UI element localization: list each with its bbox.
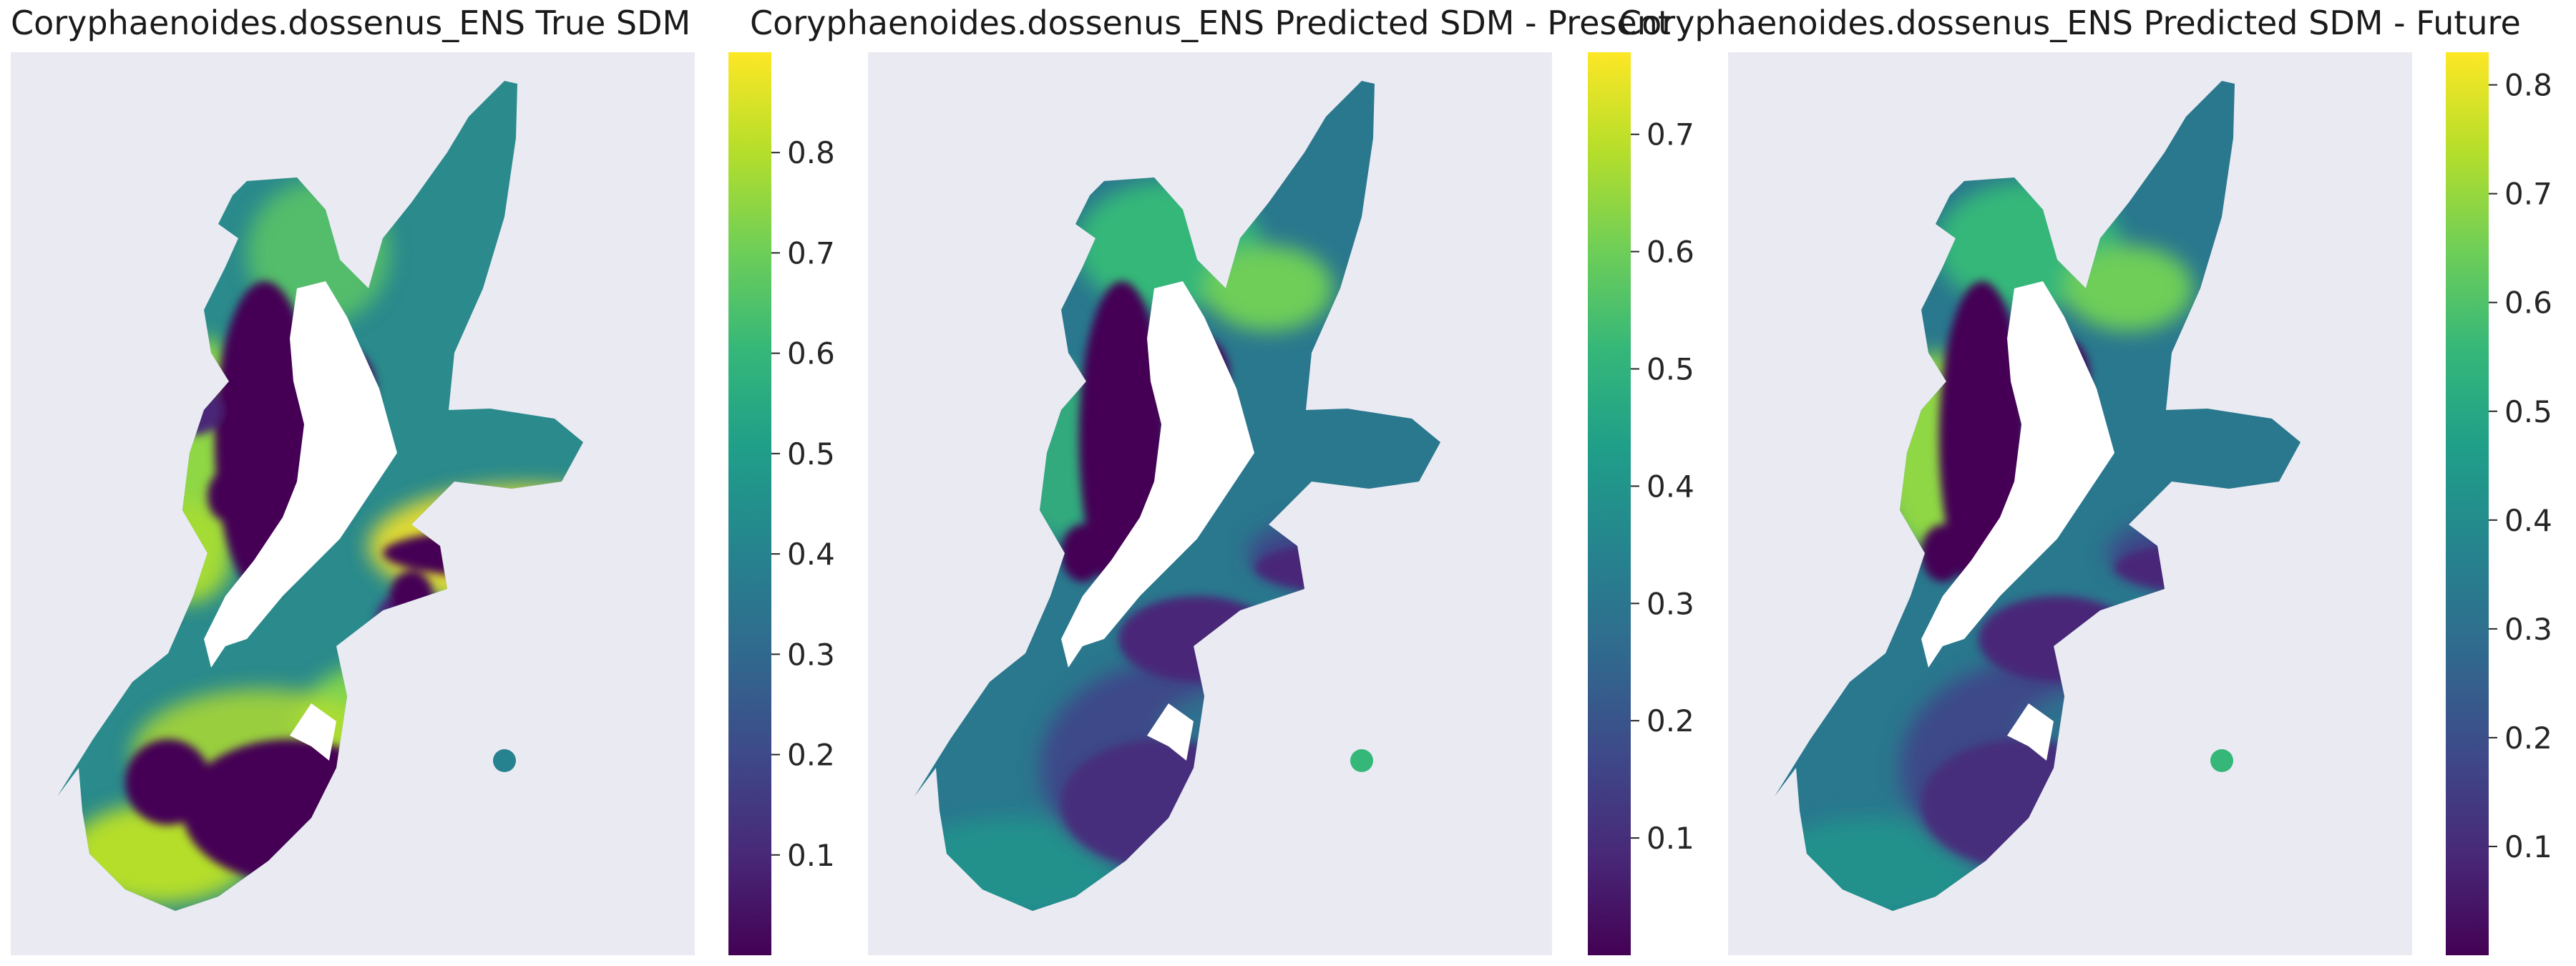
- panel-title: Coryphaenoides.dossenus_ENS Predicted SD…: [1619, 4, 2521, 42]
- colorbar-ticks: 0.1 0.2 0.3 0.4 0.5 0.6 0.7: [1631, 117, 1694, 856]
- colorbar-tick-label: 0.5: [1646, 352, 1694, 387]
- colorbar-tick-label: 0.7: [2504, 177, 2552, 212]
- panel-true-sdm: Coryphaenoides.dossenus_ENS True SDM: [11, 4, 835, 955]
- colorbar-tick-label: 0.1: [1646, 821, 1694, 856]
- colorbar-tick-label: 0.4: [1646, 469, 1694, 504]
- colorbar-tick-label: 0.8: [2504, 68, 2552, 103]
- colorbar-tick-label: 0.3: [1646, 586, 1694, 621]
- colorbar-tick-label: 0.6: [1646, 235, 1694, 270]
- colorbar-tick-label: 0.5: [787, 436, 835, 472]
- colorbar-tick-label: 0.4: [787, 537, 835, 572]
- colorbar-tick-label: 0.2: [787, 738, 835, 773]
- colorbar-tick-label: 0.6: [2504, 286, 2552, 321]
- panel-title: Coryphaenoides.dossenus_ENS True SDM: [11, 4, 691, 42]
- panel-title: Coryphaenoides.dossenus_ENS Predicted SD…: [750, 4, 1671, 42]
- colorbar-tick-label: 0.2: [2504, 721, 2552, 756]
- colorbar-tick-label: 0.4: [2504, 503, 2552, 538]
- colorbar-tick-label: 0.8: [787, 135, 835, 170]
- colorbar-tick-label: 0.1: [787, 838, 835, 873]
- colorbar: [728, 52, 771, 955]
- colorbar-tick-label: 0.2: [1646, 703, 1694, 738]
- panel-predicted-future: 0.1 0.2 0.3 0.4 0.5 0.6 0.7 0.8: [1728, 52, 2552, 955]
- colorbar-ticks: 0.1 0.2 0.3 0.4 0.5 0.6 0.7 0.8: [771, 135, 835, 873]
- colorbar: [2446, 52, 2489, 955]
- colorbar: [1588, 52, 1631, 955]
- colorbar-tick-label: 0.3: [787, 637, 835, 672]
- colorbar-tick-label: 0.3: [2504, 612, 2552, 647]
- colorbar-tick-label: 0.7: [787, 235, 835, 270]
- colorbar-tick-label: 0.1: [2504, 829, 2552, 864]
- colorbar-ticks: 0.1 0.2 0.3 0.4 0.5 0.6 0.7 0.8: [2489, 68, 2552, 864]
- colorbar-tick-label: 0.5: [2504, 394, 2552, 429]
- colorbar-tick-label: 0.6: [787, 336, 835, 371]
- colorbar-tick-label: 0.7: [1646, 117, 1694, 152]
- panel-predicted-present: 0.1 0.2 0.3 0.4 0.5 0.6 0.7: [868, 52, 1694, 955]
